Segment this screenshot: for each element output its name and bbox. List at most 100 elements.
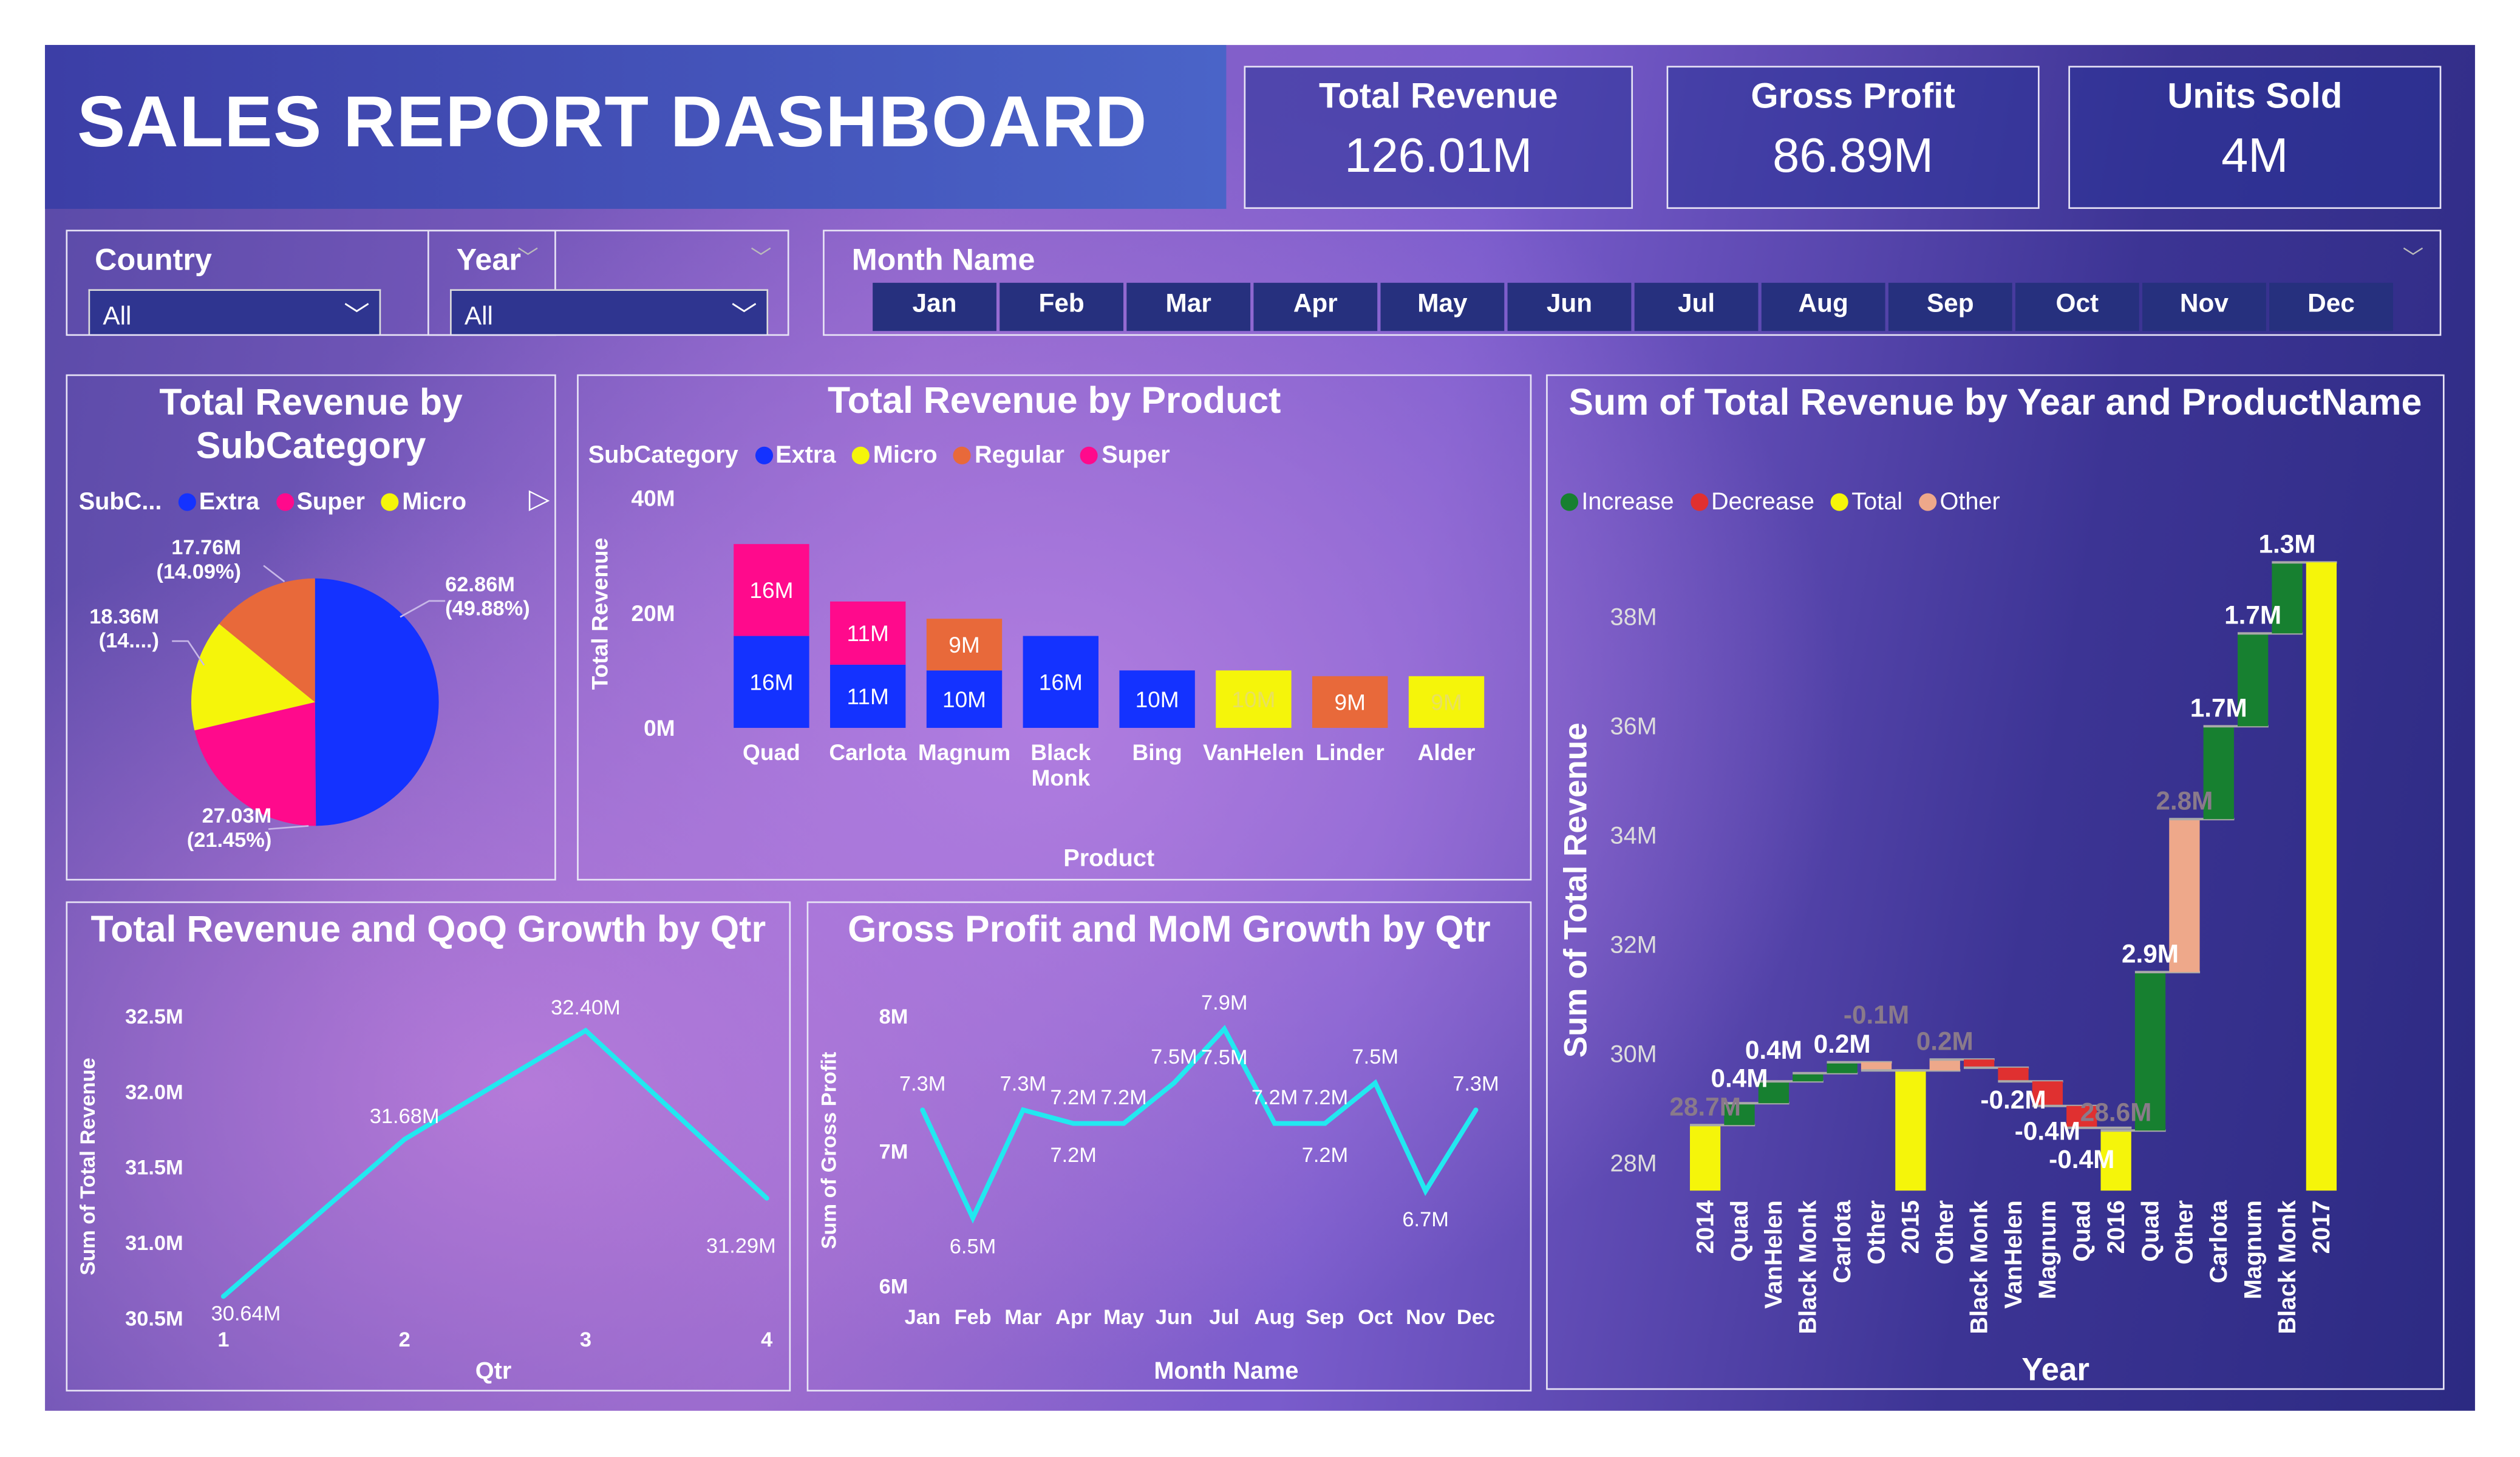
waterfall-bar [2306, 562, 2337, 1191]
slice-value-label: 62.86M [445, 573, 515, 596]
month-option-may[interactable]: May [1380, 282, 1505, 331]
bar-data-label: 16M [1039, 669, 1083, 695]
y-tick-label: 30M [1610, 1041, 1657, 1067]
y-tick-label: 36M [1610, 713, 1657, 740]
x-tick-label: Black Monk [1795, 1200, 1822, 1334]
kpi-card-total-revenue: Total Revenue 126.01M [1244, 66, 1633, 209]
x-tick-label: Aug [1255, 1306, 1295, 1329]
slice-pct-label: (21.45%) [187, 829, 272, 852]
legend-item[interactable]: Extra [775, 441, 836, 469]
x-tick-label: Dec [1457, 1306, 1495, 1329]
x-tick-label: Magnum [2034, 1200, 2061, 1299]
x-tick-label: Sep [1306, 1306, 1344, 1329]
data-label: 7.2M [1050, 1086, 1096, 1109]
chevron-down-icon[interactable]: ﹀ [2402, 245, 2424, 270]
legend-item[interactable]: Decrease [1711, 488, 1814, 516]
data-label: 31.29M [706, 1235, 776, 1258]
dropdown-value: All [464, 304, 493, 331]
bar-segment-micro [1408, 676, 1485, 728]
bar-segment-extra [926, 670, 1003, 728]
legend-item[interactable]: Other [1939, 488, 2000, 516]
chevron-down-icon[interactable]: ﹀ [750, 245, 772, 270]
legend-item[interactable]: Micro [402, 488, 467, 516]
bar-data-label: 0.4M [1745, 1036, 1802, 1064]
legend-item[interactable]: Total [1851, 488, 1903, 516]
bar-data-label: 1.7M [2190, 693, 2247, 722]
legend-dot-icon [852, 446, 870, 464]
legend-item[interactable]: Super [1102, 441, 1170, 469]
leader-line [172, 640, 205, 666]
legend-item[interactable]: Regular [975, 441, 1064, 469]
y-tick-label: 31.5M [125, 1156, 183, 1180]
data-label: 7.9M [1201, 991, 1247, 1014]
y-tick-label: 7M [879, 1140, 908, 1163]
y-axis-title: Sum of Total Revenue [77, 1058, 100, 1275]
bar-data-label: 11M [847, 620, 889, 646]
bar-data-label: 0.4M [1711, 1064, 1768, 1093]
data-label: 7.5M [1352, 1045, 1398, 1068]
month-option-jul[interactable]: Jul [1634, 282, 1759, 331]
legend-item[interactable]: Micro [873, 441, 938, 469]
legend-dot-icon [1690, 493, 1708, 511]
x-tick-label: Magnum [2239, 1200, 2266, 1299]
revenue-by-product-card: Total Revenue by Product SubCategory Ext… [577, 374, 1532, 881]
series-line [222, 1027, 769, 1299]
bar-data-label: 10M [1136, 687, 1179, 712]
country-dropdown[interactable]: All ﹀ [88, 289, 381, 335]
pie-slice-super [194, 702, 316, 826]
y-tick-label: 38M [1610, 604, 1657, 631]
chart-legend: Increase Decrease Total Other [1551, 489, 2000, 516]
month-option-oct[interactable]: Oct [2015, 282, 2139, 331]
data-point [583, 1028, 588, 1033]
month-option-sep[interactable]: Sep [1888, 282, 2012, 331]
bar-segment-extra [1023, 636, 1099, 728]
x-tick-label: VanHelen [1760, 1200, 1787, 1309]
x-axis-title: Year [2021, 1352, 2089, 1388]
leader-line [263, 565, 285, 583]
legend-item[interactable]: Increase [1581, 488, 1674, 516]
y-tick-label: 8M [879, 1005, 908, 1028]
year-dropdown[interactable]: All ﹀ [450, 289, 769, 335]
x-tick-label: Mar [1004, 1306, 1041, 1329]
legend-item[interactable]: Super [296, 488, 365, 516]
month-option-mar[interactable]: Mar [1126, 282, 1251, 331]
kpi-label: Gross Profit [1751, 75, 1955, 116]
month-option-feb[interactable]: Feb [999, 282, 1124, 331]
x-tick-label: Oct [1358, 1306, 1393, 1329]
dashboard-canvas: SALES REPORT DASHBOARD Total Revenue 126.… [45, 45, 2475, 1411]
chevron-down-icon[interactable]: ﹀ [517, 245, 539, 270]
x-tick-label: May [1103, 1306, 1144, 1329]
leader-line [268, 825, 309, 830]
chart-title: Total Revenue by Product [828, 379, 1281, 421]
month-option-nov[interactable]: Nov [2142, 282, 2266, 331]
pie-slice-regular [219, 578, 315, 702]
kpi-value: 4M [2221, 130, 2289, 183]
waterfall-bar [2272, 562, 2303, 634]
kpi-card-gross-profit: Gross Profit 86.89M [1666, 66, 2040, 209]
month-option-jun[interactable]: Jun [1507, 282, 1632, 331]
legend-title: SubC... [78, 488, 162, 516]
x-tick-label: Quad [2137, 1200, 2164, 1262]
x-tick-label: 4 [761, 1328, 772, 1351]
y-tick-label: 0M [644, 715, 675, 741]
x-tick-label: Jun [1156, 1306, 1193, 1329]
month-option-apr[interactable]: Apr [1253, 282, 1378, 331]
waterfall-bar [1793, 1073, 1824, 1082]
pie-slice-extra [315, 578, 439, 826]
y-tick-label: 32M [1610, 931, 1657, 958]
legend-dot-icon [1919, 493, 1937, 511]
waterfall-bar [1895, 1070, 1926, 1191]
product-bar-chart: 0M 20M 40M Total Revenue Product 16M 16M Quad 11… [587, 486, 1485, 872]
data-point [1423, 1188, 1428, 1194]
x-tick-label: Black Monk [1966, 1200, 1992, 1334]
legend-item[interactable]: Extra [199, 488, 260, 516]
month-option-aug[interactable]: Aug [1761, 282, 1885, 331]
bar-segment-extra [830, 664, 906, 728]
month-option-jan[interactable]: Jan [873, 282, 996, 331]
data-point [1020, 1107, 1026, 1113]
chevron-down-icon: ﹀ [344, 304, 370, 331]
legend-next-arrow-icon[interactable]: ▷ [528, 483, 550, 514]
month-option-dec[interactable]: Dec [2269, 282, 2393, 331]
y-tick-label: 32.0M [125, 1081, 183, 1104]
chart-title: Total Revenue and QoQ Growth by Qtr [90, 908, 766, 950]
